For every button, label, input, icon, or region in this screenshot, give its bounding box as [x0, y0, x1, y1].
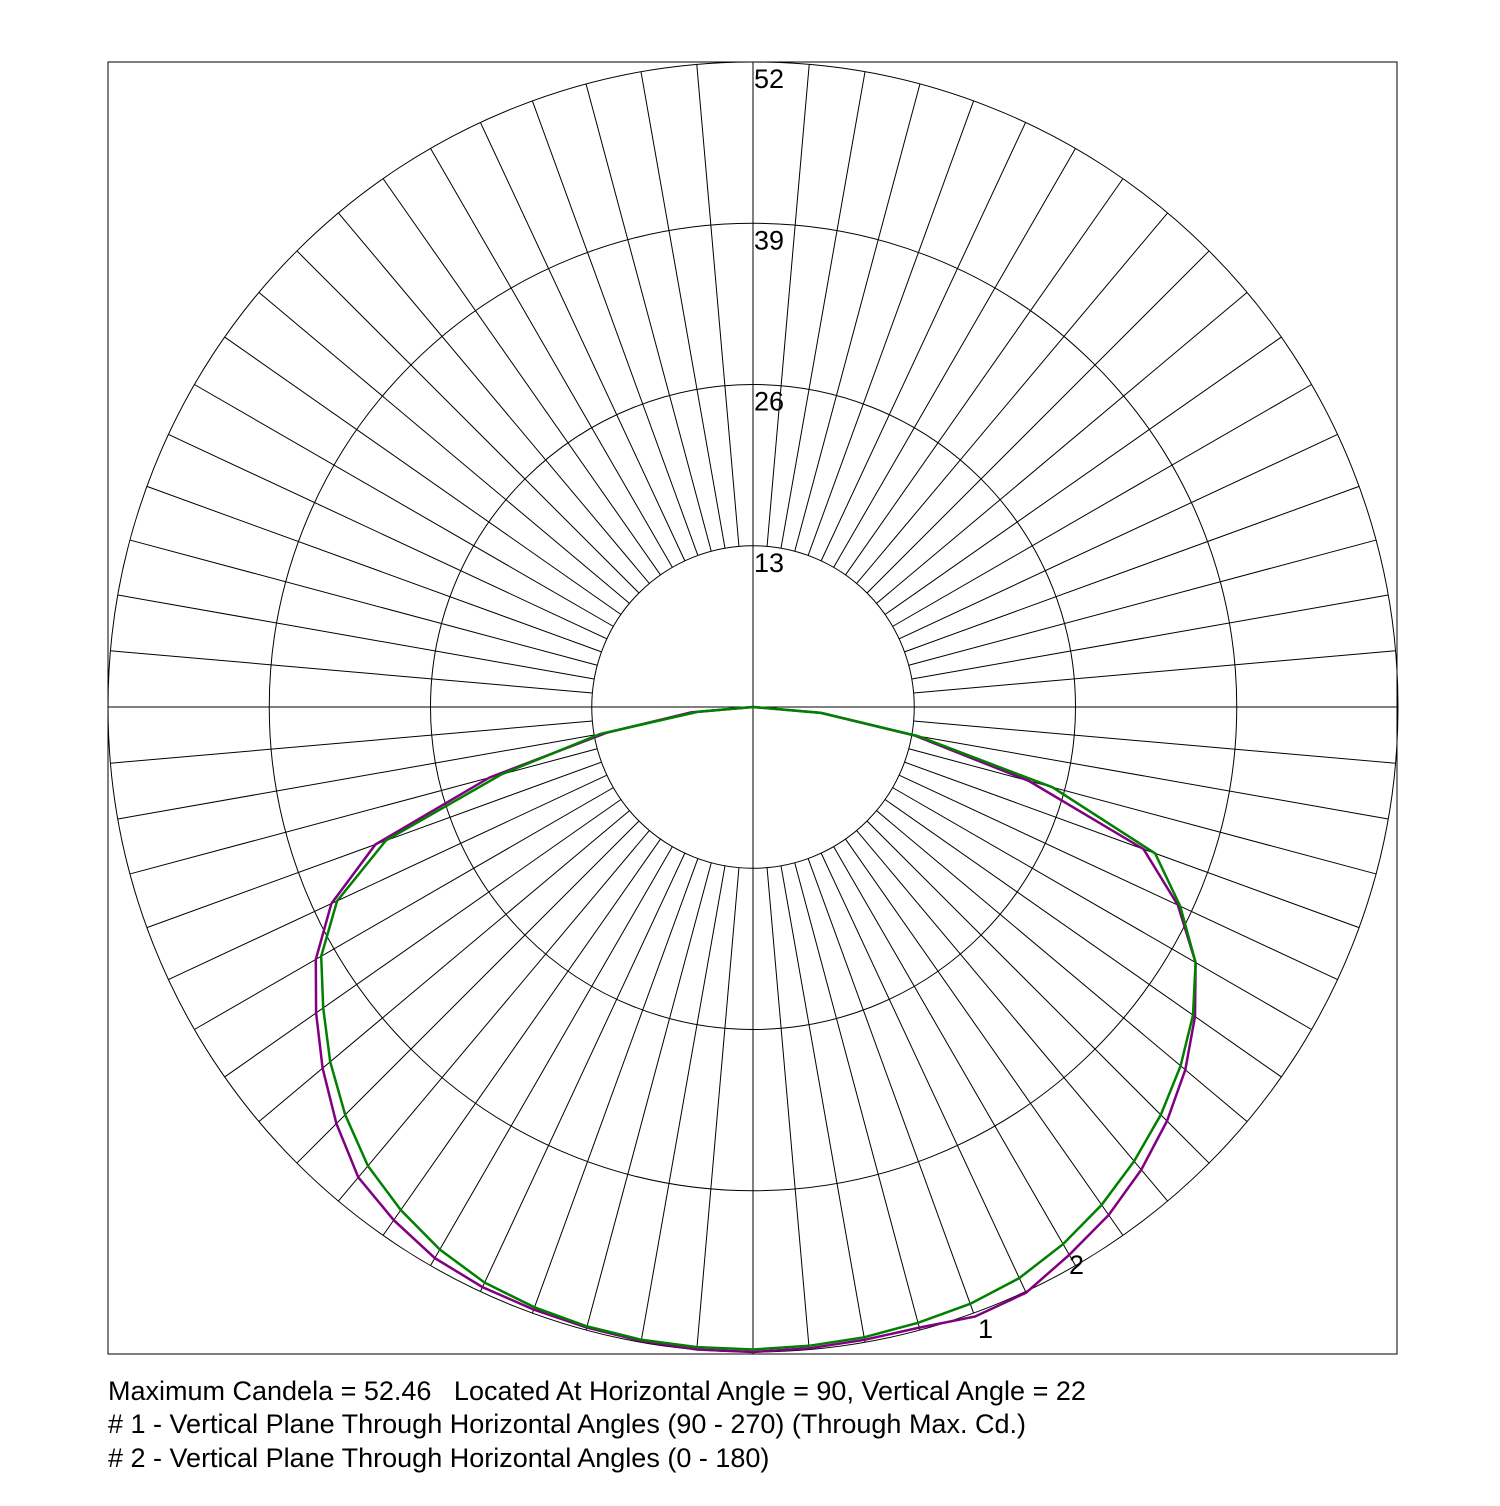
spoke [146, 485, 602, 653]
spoke [382, 178, 661, 576]
grid-ring [268, 222, 1238, 1192]
spoke [430, 148, 673, 568]
spoke [338, 212, 650, 584]
spoke [904, 485, 1360, 653]
spoke [780, 865, 866, 1343]
spoke [820, 122, 1027, 562]
spoke [696, 867, 740, 1350]
spoke [168, 433, 608, 640]
spoke [430, 846, 673, 1266]
spoke [892, 787, 1312, 1030]
spoke [807, 100, 975, 556]
r-tick-label: 39 [754, 225, 784, 255]
spoke [866, 820, 1210, 1164]
spoke [194, 384, 614, 627]
spoke [833, 148, 1076, 568]
spoke [585, 862, 712, 1331]
spoke [856, 212, 1168, 584]
spoke [110, 650, 593, 694]
note: # 1 - Vertical Plane Through Horizontal … [108, 1409, 1026, 1439]
spoke [296, 250, 640, 594]
spoke [479, 852, 686, 1292]
spoke [129, 748, 598, 875]
r-tick-label: 52 [754, 64, 784, 94]
note: Maximum Candela = 52.46 Located At Horiz… [108, 1376, 1086, 1406]
spoke [856, 830, 1168, 1202]
grid-ring [591, 545, 915, 869]
spoke [833, 846, 1076, 1266]
spoke [110, 720, 593, 764]
spoke [194, 787, 614, 1030]
spoke [640, 71, 726, 549]
spoke [117, 734, 595, 820]
spoke [296, 820, 640, 1164]
spoke [904, 761, 1360, 929]
spoke [794, 862, 921, 1331]
spoke [258, 810, 630, 1122]
spoke [766, 867, 810, 1350]
spoke [908, 539, 1377, 666]
spoke [129, 539, 598, 666]
spoke [531, 858, 699, 1314]
spoke [224, 336, 622, 615]
spoke [479, 122, 686, 562]
spoke [892, 384, 1312, 627]
spoke [168, 774, 608, 981]
spoke [780, 71, 866, 549]
spoke [913, 650, 1396, 694]
spoke [224, 799, 622, 1078]
series-label: 2 [1069, 1250, 1084, 1280]
r-tick-label: 26 [754, 387, 784, 417]
spoke [884, 799, 1282, 1078]
grid-ring [430, 384, 1076, 1030]
spoke [640, 865, 726, 1343]
spoke [382, 838, 661, 1236]
note: # 2 - Vertical Plane Through Horizontal … [108, 1443, 769, 1473]
spoke [338, 830, 650, 1202]
spoke [807, 858, 975, 1314]
spoke [820, 852, 1027, 1292]
spoke [585, 83, 712, 552]
spoke [845, 178, 1124, 576]
spoke [866, 250, 1210, 594]
spoke [898, 433, 1338, 640]
spoke [794, 83, 921, 552]
spoke [117, 594, 595, 680]
spoke [913, 720, 1396, 764]
series-label: 1 [978, 1314, 993, 1344]
spoke [766, 64, 810, 547]
spoke [258, 292, 630, 604]
spoke [876, 292, 1248, 604]
series-line [319, 705, 1197, 1351]
spoke [884, 336, 1282, 615]
spoke [911, 594, 1389, 680]
spoke [898, 774, 1338, 981]
spoke [845, 838, 1124, 1236]
r-tick-label: 13 [754, 548, 784, 578]
spoke [531, 100, 699, 556]
spoke [696, 64, 740, 547]
spoke [908, 748, 1377, 875]
spoke [911, 734, 1389, 820]
